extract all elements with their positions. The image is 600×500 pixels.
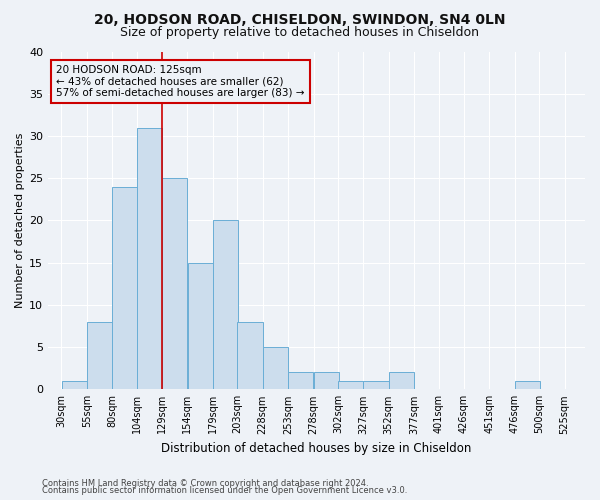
Text: 20 HODSON ROAD: 125sqm
← 43% of detached houses are smaller (62)
57% of semi-det: 20 HODSON ROAD: 125sqm ← 43% of detached… <box>56 65 305 98</box>
Text: 20, HODSON ROAD, CHISELDON, SWINDON, SN4 0LN: 20, HODSON ROAD, CHISELDON, SWINDON, SN4… <box>94 12 506 26</box>
Bar <box>62 381 86 390</box>
Bar <box>515 381 540 390</box>
Text: Contains public sector information licensed under the Open Government Licence v3: Contains public sector information licen… <box>42 486 407 495</box>
Bar <box>238 322 263 390</box>
Text: Contains HM Land Registry data © Crown copyright and database right 2024.: Contains HM Land Registry data © Crown c… <box>42 478 368 488</box>
Bar <box>314 372 339 390</box>
Bar <box>112 186 137 390</box>
Bar <box>338 381 363 390</box>
X-axis label: Distribution of detached houses by size in Chiseldon: Distribution of detached houses by size … <box>161 442 472 455</box>
Bar <box>137 128 162 390</box>
Y-axis label: Number of detached properties: Number of detached properties <box>15 132 25 308</box>
Bar <box>213 220 238 390</box>
Bar <box>364 381 389 390</box>
Bar <box>389 372 414 390</box>
Bar <box>87 322 112 390</box>
Bar <box>263 347 288 390</box>
Bar <box>288 372 313 390</box>
Text: Size of property relative to detached houses in Chiseldon: Size of property relative to detached ho… <box>121 26 479 39</box>
Bar <box>188 262 213 390</box>
Bar <box>162 178 187 390</box>
